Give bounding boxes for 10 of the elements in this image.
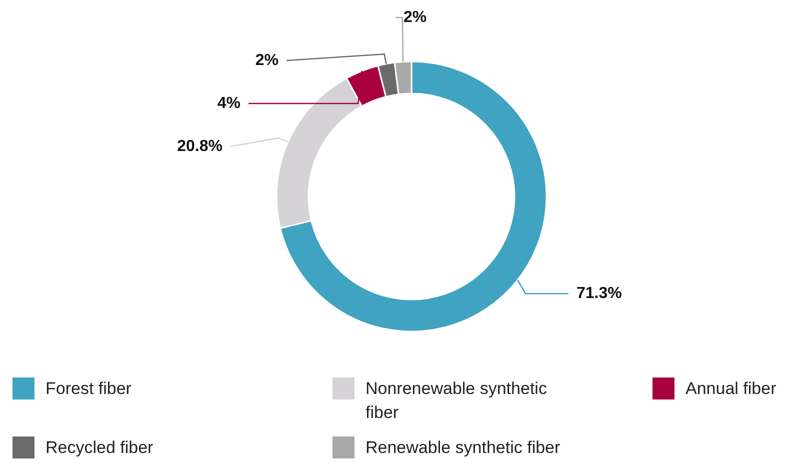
data-label: 20.8%	[177, 138, 223, 155]
data-label: 2%	[255, 52, 278, 69]
legend-label: Nonrenewable synthetic fiber	[366, 379, 548, 422]
data-label: 71.3%	[576, 285, 622, 302]
legend-label: Forest fiber	[46, 379, 132, 398]
legend-label: Annual fiber	[686, 379, 777, 398]
legend-label: Renewable synthetic fiber	[366, 438, 560, 457]
data-label: 4%	[217, 95, 240, 112]
data-label: 2%	[404, 9, 427, 26]
legend-label: Recycled fiber	[46, 438, 154, 457]
